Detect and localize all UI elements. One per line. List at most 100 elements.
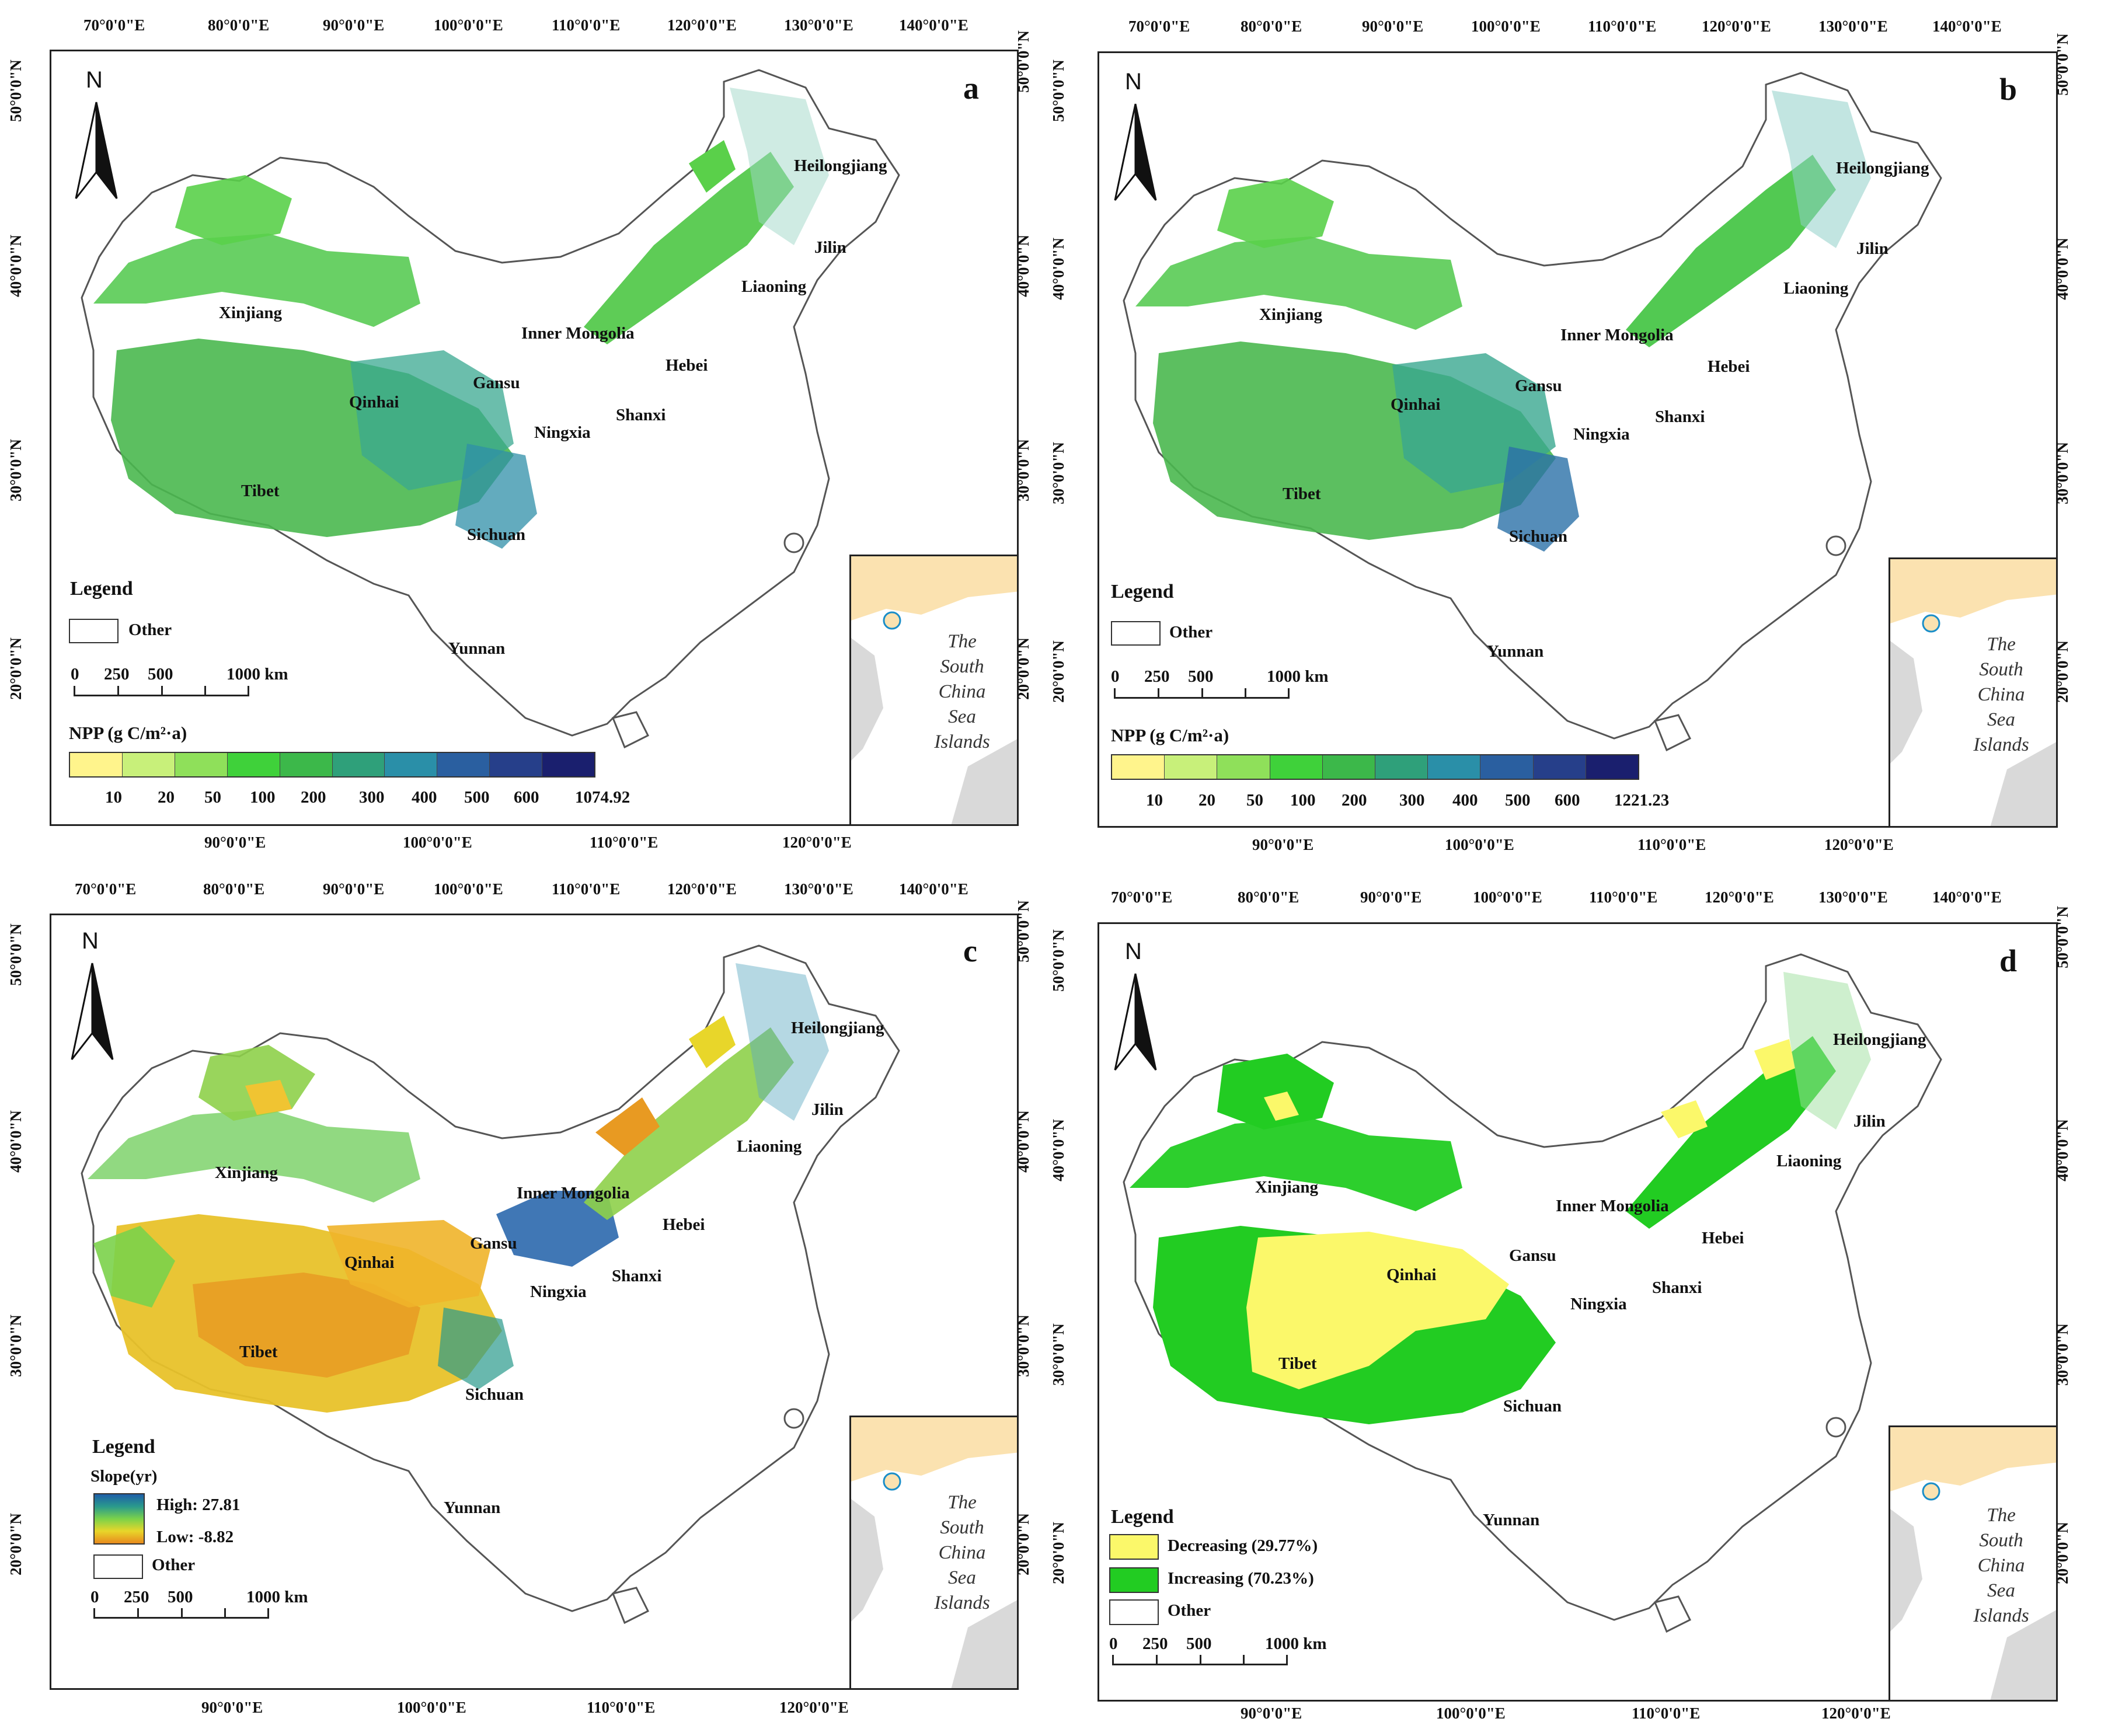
province-label-qinhai: Qinhai xyxy=(349,393,399,412)
scale-label: 500 xyxy=(168,1588,193,1606)
inset-line: South xyxy=(1979,1530,2023,1551)
scale-label: 0 xyxy=(90,1588,99,1606)
north-label: N xyxy=(86,67,103,93)
ramp-class xyxy=(1533,755,1586,779)
south-china-sea-inset: The South China Sea Islands xyxy=(1889,557,2058,828)
other-label: Other xyxy=(1169,623,1213,642)
lat-tick-left: 20°0'0"N xyxy=(1049,1522,1067,1584)
province-label-xinjiang: Xinjiang xyxy=(1255,1178,1318,1197)
province-label-tibet: Tibet xyxy=(1283,484,1321,503)
panel-letter: c xyxy=(963,933,977,968)
scale-label: 250 xyxy=(104,665,130,684)
slope-gradient xyxy=(93,1493,145,1545)
npp-legend-title: NPP (g C/m²·a) xyxy=(1111,725,1229,745)
ramp-class xyxy=(1322,755,1376,779)
scale-bar-tick xyxy=(1286,1655,1288,1665)
lon-tick-top: 110°0'0"E xyxy=(552,16,621,34)
scale-label: 500 xyxy=(148,665,173,684)
ramp-class xyxy=(175,753,228,776)
other-swatch xyxy=(1109,1599,1159,1625)
inset-line: Islands xyxy=(934,1592,990,1613)
province-label-liaoning: Liaoning xyxy=(1776,1152,1842,1170)
south-china-sea-inset: The South China Sea Islands xyxy=(1889,1425,2058,1702)
ramp-class xyxy=(1270,755,1323,779)
ramp-class xyxy=(280,753,333,776)
lon-tick-top: 140°0'0"E xyxy=(899,880,968,898)
scale-label: 250 xyxy=(124,1588,149,1606)
province-label-shanxi: Shanxi xyxy=(612,1267,662,1285)
lat-tick-right: 30°0'0"N xyxy=(1014,1315,1032,1377)
inset-line: South xyxy=(1979,659,2023,680)
ramp-label: 600 xyxy=(1555,791,1580,810)
province-label-xinjiang: Xinjiang xyxy=(1259,305,1322,324)
north-label: N xyxy=(1125,69,1142,95)
lon-tick-bottom: 120°0'0"E xyxy=(779,1699,849,1716)
province-label-jilin: Jilin xyxy=(811,1100,844,1119)
province-label-hebei: Hebei xyxy=(663,1215,705,1234)
lon-tick-bottom: 100°0'0"E xyxy=(1445,836,1514,853)
scale-label: 250 xyxy=(1142,1634,1168,1653)
province-label-xinjiang: Xinjiang xyxy=(215,1163,278,1182)
ramp-class xyxy=(70,753,123,776)
lon-tick-top: 80°0'0"E xyxy=(1241,18,1302,35)
legend-title: Legend xyxy=(70,578,133,599)
lon-tick-top: 110°0'0"E xyxy=(1589,888,1658,906)
legend-title: Legend xyxy=(92,1436,155,1458)
inset-map xyxy=(1890,1427,2056,1700)
lon-tick-bottom: 90°0'0"E xyxy=(201,1699,263,1716)
ramp-label: 100 xyxy=(1290,791,1316,810)
north-label: N xyxy=(82,928,99,954)
lat-tick-left: 30°0'0"N xyxy=(6,439,25,501)
province-label-liaoning: Liaoning xyxy=(1783,279,1849,298)
province-label-hebei: Hebei xyxy=(1702,1229,1744,1247)
province-label-xinjiang: Xinjiang xyxy=(219,304,282,322)
lat-tick-left: 50°0'0"N xyxy=(1049,60,1067,122)
province-label-yunnan: Yunnan xyxy=(1483,1511,1540,1529)
scale-bar-tick xyxy=(1114,688,1116,699)
inset-line: Islands xyxy=(1973,1605,2029,1626)
ramp-class xyxy=(227,753,280,776)
province-label-qinhai: Qinhai xyxy=(344,1253,395,1272)
lon-tick-top: 140°0'0"E xyxy=(899,16,968,34)
inset-line: Islands xyxy=(1973,734,2029,755)
scale-bar-tick xyxy=(1158,688,1159,699)
other-swatch xyxy=(69,619,119,643)
lon-tick-bottom: 110°0'0"E xyxy=(1637,836,1706,853)
other-swatch xyxy=(1111,621,1161,646)
lon-tick-bottom: 90°0'0"E xyxy=(204,834,266,851)
scale-bar-tick xyxy=(161,686,163,696)
lon-tick-bottom: 120°0'0"E xyxy=(1824,836,1894,853)
ramp-label: 1074.92 xyxy=(575,788,630,807)
inset-line: China xyxy=(938,681,986,702)
inset-line: Sea xyxy=(1987,709,2015,730)
lon-tick-top: 120°0'0"E xyxy=(1705,888,1774,906)
scale-bar-tick xyxy=(204,686,206,696)
scale-bar-tick xyxy=(74,686,75,696)
lon-tick-top: 130°0'0"E xyxy=(1818,18,1888,35)
panel-letter: a xyxy=(963,71,979,106)
ramp-class xyxy=(385,753,438,776)
north-arrow-icon xyxy=(71,963,114,1060)
inset-line: China xyxy=(1977,684,2025,705)
ramp-class xyxy=(437,753,490,776)
ramp-label: 50 xyxy=(204,788,221,807)
lon-tick-bottom: 120°0'0"E xyxy=(1821,1704,1891,1722)
npp-color-ramp xyxy=(69,752,595,778)
ramp-class xyxy=(1217,755,1270,779)
province-label-inner-mongolia: Inner Mongolia xyxy=(517,1184,630,1202)
other-swatch xyxy=(93,1554,143,1579)
inset-line: Sea xyxy=(948,706,976,727)
inset-line: Sea xyxy=(948,1567,976,1588)
scale-bar-tick xyxy=(181,1608,183,1619)
lat-tick-right: 40°0'0"N xyxy=(2053,238,2071,300)
north-label: N xyxy=(1125,939,1142,964)
ramp-label: 500 xyxy=(464,788,490,807)
other-label: Other xyxy=(1168,1601,1211,1620)
ramp-class xyxy=(1112,755,1165,779)
ramp-class xyxy=(122,753,175,776)
lon-tick-top: 110°0'0"E xyxy=(1588,18,1657,35)
scale-label: 1000 km xyxy=(246,1588,308,1606)
province-label-sichuan: Sichuan xyxy=(1509,527,1567,546)
north-arrow-icon xyxy=(75,102,118,199)
lat-tick-right: 30°0'0"N xyxy=(1014,439,1032,501)
